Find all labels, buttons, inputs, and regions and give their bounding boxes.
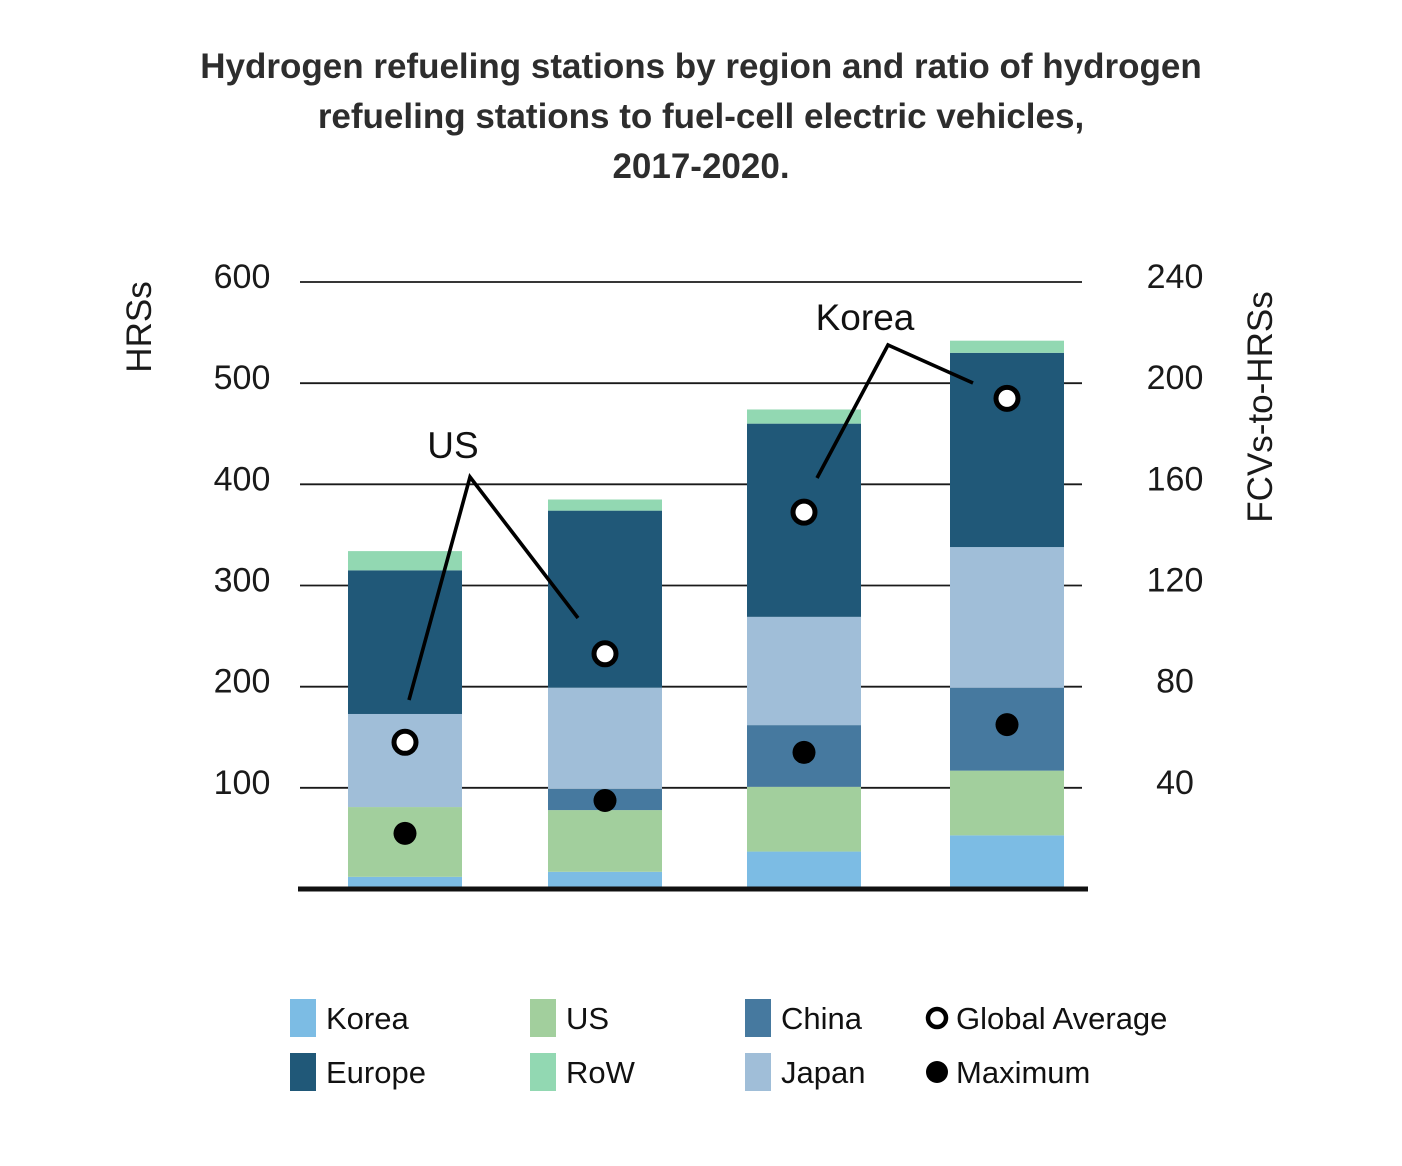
- bar-segment-2020-korea: [950, 835, 1064, 889]
- bar-segment-2020-row: [950, 340, 1064, 353]
- legend-filled-circle-icon: [926, 1061, 948, 1083]
- annotation-pointer-korea: [815, 342, 974, 479]
- bar-segment-2020-us: [950, 770, 1064, 836]
- right-tick-200: 200: [1147, 359, 1204, 397]
- bar-segment-2020-japan: [950, 547, 1064, 688]
- right-tick-80: 80: [1156, 663, 1194, 701]
- legend-swatch-europe: [290, 1053, 316, 1091]
- annotation-label-us: US: [427, 425, 478, 466]
- legend-label-europe: Europe: [326, 1055, 426, 1090]
- bar-segment-2019-us: [747, 786, 861, 852]
- right-tick-160: 160: [1147, 460, 1204, 498]
- left-tick-600: 600: [214, 258, 271, 296]
- bar-segment-2018-us: [548, 810, 662, 872]
- left-tick-300: 300: [214, 562, 271, 600]
- left-tick-500: 500: [214, 359, 271, 397]
- annotations: US Korea: [407, 297, 974, 701]
- filled-circle-marker-2017: [393, 821, 417, 845]
- annotation-label-korea: Korea: [816, 297, 915, 338]
- bar-segment-2017-europe: [348, 570, 462, 714]
- legend-swatch-korea: [290, 999, 316, 1037]
- bar-segment-2019-row: [747, 409, 861, 424]
- legend: Korea US China Global Average Europe RoW Japan…: [290, 999, 1167, 1091]
- left-axis-title: HRSs: [120, 281, 159, 372]
- bar-segment-2018-row: [548, 499, 662, 511]
- bar-segment-2017-korea: [348, 876, 462, 889]
- legend-label-global-average: Global Average: [956, 1001, 1167, 1036]
- title-line-1: Hydrogen refueling stations by region an…: [200, 47, 1201, 86]
- bar-segment-2019-japan: [747, 616, 861, 726]
- right-tick-40: 40: [1156, 764, 1194, 802]
- right-tick-120: 120: [1147, 562, 1204, 600]
- left-tick-400: 400: [214, 460, 271, 498]
- title-line-2: refueling stations to fuel-cell electric…: [318, 97, 1084, 136]
- stacked-bars: [348, 340, 1064, 889]
- open-circle-marker-2019: [790, 498, 818, 526]
- open-circle-marker-2017: [391, 728, 419, 756]
- title-line-3: 2017-2020.: [612, 147, 789, 186]
- legend-label-china: China: [781, 1001, 863, 1036]
- legend-swatch-japan: [745, 1053, 771, 1091]
- filled-circle-marker-2020: [995, 713, 1019, 737]
- bar-segment-2018-japan: [548, 687, 662, 789]
- legend-label-japan: Japan: [781, 1055, 865, 1090]
- left-tick-100: 100: [214, 764, 271, 802]
- left-tick-200: 200: [214, 663, 271, 701]
- legend-open-circle-icon: [925, 1006, 949, 1030]
- legend-swatch-us: [530, 999, 556, 1037]
- annotation-pointer-us: [407, 473, 580, 701]
- bar-segment-2017-japan: [348, 713, 462, 808]
- legend-label-row: RoW: [566, 1055, 636, 1090]
- open-circle-marker-2018: [591, 640, 619, 668]
- legend-label-us: US: [566, 1001, 609, 1036]
- ratio-markers: [391, 384, 1021, 845]
- filled-circle-marker-2019: [792, 740, 816, 764]
- right-tick-240: 240: [1147, 258, 1204, 296]
- right-axis-title: FCVs-to-HRSs: [1241, 291, 1280, 522]
- right-axis-tick-labels: 240 200 160 120 80 40: [1147, 258, 1204, 802]
- legend-label-maximum: Maximum: [956, 1055, 1090, 1090]
- open-circle-marker-2020: [993, 384, 1021, 412]
- bar-segment-2019-korea: [747, 851, 861, 889]
- chart-title: Hydrogen refueling stations by region an…: [200, 47, 1201, 186]
- legend-label-korea: Korea: [326, 1001, 409, 1036]
- legend-swatch-row: [530, 1053, 556, 1091]
- filled-circle-marker-2018: [593, 788, 617, 812]
- bar-segment-2017-row: [348, 551, 462, 571]
- bar-segment-2018-korea: [548, 871, 662, 889]
- left-axis-tick-labels: 600 500 400 300 200 100: [214, 258, 271, 802]
- legend-swatch-china: [745, 999, 771, 1037]
